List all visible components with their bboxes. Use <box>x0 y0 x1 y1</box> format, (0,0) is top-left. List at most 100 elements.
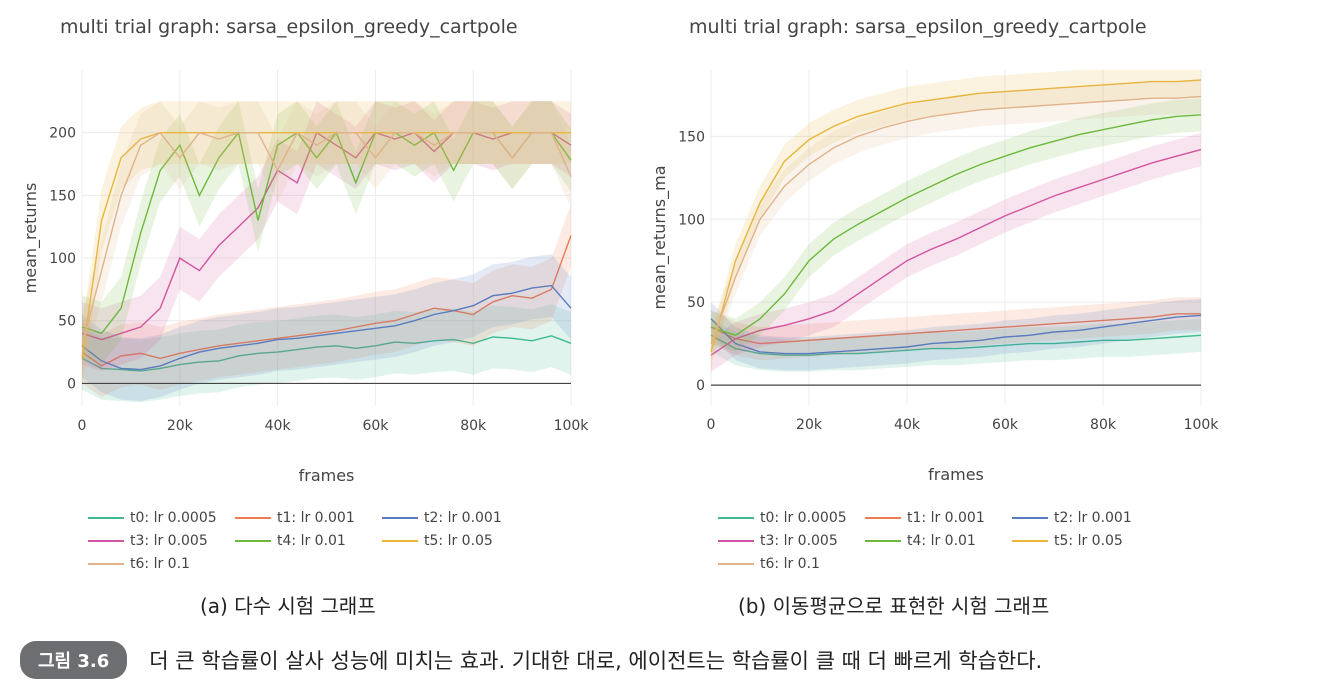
legend-label: t0: lr 0.0005 <box>760 510 847 526</box>
series-3 <box>710 133 1202 372</box>
series-line <box>710 79 1202 353</box>
subcaption: (b) 이동평균으로 표현한 시험 그래프 <box>738 594 1050 618</box>
series-line <box>710 95 1202 344</box>
legend-swatch <box>88 517 124 519</box>
legend-item[interactable]: t0: lr 0.0005 <box>718 510 847 526</box>
x-tick-label: 0 <box>707 417 716 433</box>
y-tick-label: 150 <box>678 129 705 145</box>
legend-swatch <box>718 563 754 565</box>
series-2 <box>710 298 1202 371</box>
legend-swatch <box>88 563 124 565</box>
legend-item[interactable]: t1: lr 0.001 <box>235 510 355 526</box>
series-band <box>82 101 571 390</box>
y-tick-label: 50 <box>58 314 76 330</box>
legend-swatch <box>1012 517 1048 519</box>
x-tick-label: 40k <box>894 417 921 433</box>
legend-item[interactable]: t6: lr 0.1 <box>88 556 190 572</box>
x-tick-label: 80k <box>460 418 487 434</box>
y-tick-label: 100 <box>49 251 76 267</box>
x-tick-label: 0 <box>78 418 87 434</box>
legend-swatch <box>1012 540 1048 542</box>
legend-item[interactable]: t4: lr 0.01 <box>865 533 976 549</box>
series-band <box>82 304 571 403</box>
legend-swatch <box>718 540 754 542</box>
chart-panel-b: multi trial graph: sarsa_epsilon_greedy_… <box>632 0 1272 618</box>
y-tick-label: 200 <box>49 126 76 142</box>
y-axis-label: mean_returns <box>21 183 41 294</box>
series-line <box>81 131 572 346</box>
y-tick-label: 100 <box>678 212 705 228</box>
legend-label: t1: lr 0.001 <box>907 510 985 526</box>
series-band <box>711 297 1201 361</box>
legend-label: t5: lr 0.05 <box>424 533 493 549</box>
chart-title: multi trial graph: sarsa_epsilon_greedy_… <box>689 16 1147 38</box>
legend-item[interactable]: t3: lr 0.005 <box>88 533 208 549</box>
figure-badge: 그림 3.6 <box>20 641 128 679</box>
series-line <box>81 335 572 372</box>
series-line <box>81 235 572 367</box>
chart-svg: 0 20k 40k 60k 80k 100k 0 50 100 150 200 frames mean_… <box>21 70 590 485</box>
x-tick-label: 60k <box>992 417 1019 433</box>
series-band <box>711 318 1201 372</box>
x-tick-label: 100k <box>554 418 590 434</box>
series-line <box>710 334 1202 356</box>
legend-item[interactable]: t6: lr 0.1 <box>718 556 820 572</box>
series-band <box>711 133 1201 372</box>
legend-swatch <box>865 540 901 542</box>
series-4 <box>710 98 1202 352</box>
series-2 <box>81 254 572 401</box>
legend-swatch <box>235 540 271 542</box>
legend-swatch <box>235 517 271 519</box>
series-line <box>81 284 572 371</box>
legend-label: t6: lr 0.1 <box>760 556 820 572</box>
legend-item[interactable]: t2: lr 0.001 <box>1012 510 1132 526</box>
legend-item[interactable]: t2: lr 0.001 <box>382 510 502 526</box>
series-5 <box>710 70 1202 369</box>
legend-label: t1: lr 0.001 <box>277 510 355 526</box>
x-axis-label: frames <box>928 465 984 484</box>
x-tick-label: 40k <box>265 418 292 434</box>
legend-label: t0: lr 0.0005 <box>130 510 217 526</box>
legend-label: t2: lr 0.001 <box>424 510 502 526</box>
series-band <box>82 101 571 365</box>
x-tick-label: 60k <box>362 418 389 434</box>
legend-swatch <box>865 517 901 519</box>
legend-swatch <box>382 517 418 519</box>
chart-title: multi trial graph: sarsa_epsilon_greedy_… <box>60 16 518 38</box>
series-line <box>710 314 1202 355</box>
series-line <box>710 114 1202 337</box>
series-band <box>711 98 1201 352</box>
y-tick-label: 0 <box>696 378 705 394</box>
legend-item[interactable]: t4: lr 0.01 <box>235 533 346 549</box>
legend-label: t4: lr 0.01 <box>907 533 976 549</box>
chart-svg: 0 20k 40k 60k 80k 100k 0 50 100 150 frames mean_ret… <box>650 70 1220 484</box>
legend-label: t2: lr 0.001 <box>1054 510 1132 526</box>
legend-label: t6: lr 0.1 <box>130 556 190 572</box>
legend-item[interactable]: t5: lr 0.05 <box>382 533 493 549</box>
legend-swatch <box>382 540 418 542</box>
legend-item[interactable]: t1: lr 0.001 <box>865 510 985 526</box>
legend-item[interactable]: t5: lr 0.05 <box>1012 533 1123 549</box>
series-band <box>82 254 571 401</box>
legend-item[interactable]: t0: lr 0.0005 <box>88 510 217 526</box>
figure-caption: 그림 3.6 더 큰 학습률이 살사 성능에 미치는 효과. 기대한 대로, 에… <box>20 641 1042 679</box>
legend-label: t5: lr 0.05 <box>1054 533 1123 549</box>
x-tick-label: 80k <box>1090 417 1117 433</box>
chart-panel-a: multi trial graph: sarsa_epsilon_greedy_… <box>0 0 640 618</box>
legend-swatch <box>88 540 124 542</box>
series-6 <box>710 80 1202 361</box>
series-0 <box>81 304 572 403</box>
subcaption: (a) 다수 시험 그래프 <box>200 594 376 618</box>
series-band <box>82 101 571 371</box>
legend-label: t4: lr 0.01 <box>277 533 346 549</box>
x-tick-label: 100k <box>1184 417 1220 433</box>
y-axis-label: mean_returns_ma <box>650 165 670 309</box>
series-band <box>711 80 1201 361</box>
y-tick-label: 0 <box>67 376 76 392</box>
y-tick-label: 50 <box>687 295 705 311</box>
series-1 <box>710 297 1201 361</box>
x-tick-label: 20k <box>167 418 194 434</box>
legend-item[interactable]: t3: lr 0.005 <box>718 533 838 549</box>
legend-label: t3: lr 0.005 <box>130 533 208 549</box>
legend-swatch <box>718 517 754 519</box>
